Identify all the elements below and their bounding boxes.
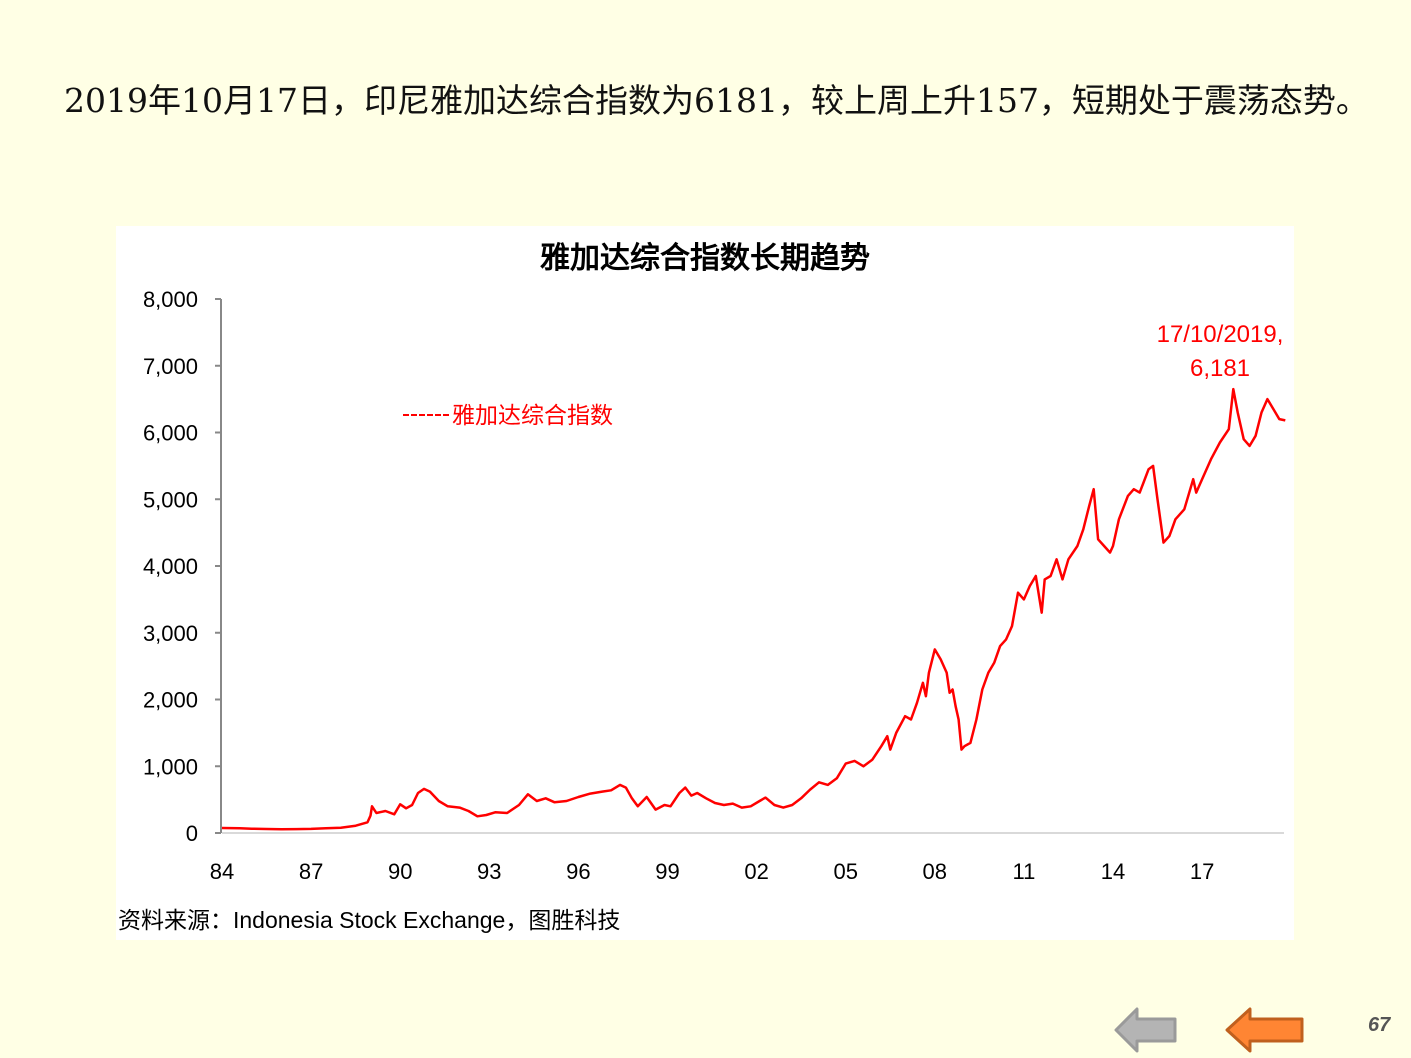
- y-tick-label: 5,000: [143, 487, 198, 512]
- series-layer: [221, 387, 1286, 831]
- x-tick-label: 99: [655, 859, 679, 884]
- x-tick-label: 90: [388, 859, 412, 884]
- x-tick-label: 84: [210, 859, 234, 884]
- left-arrow-icon: [1225, 1007, 1304, 1053]
- prev-arrow-orange-button[interactable]: [1224, 1006, 1306, 1054]
- y-tick-label: 6,000: [143, 421, 198, 446]
- x-tick-label: 93: [477, 859, 501, 884]
- prev-arrow-gray-button[interactable]: [1113, 1006, 1179, 1054]
- source-note: 资料来源：Indonesia Stock Exchange，图胜科技: [118, 907, 620, 933]
- page-number: 67: [1368, 1014, 1391, 1036]
- annotation-value: 6,181: [1190, 355, 1250, 382]
- chart-svg: 雅加达综合指数长期趋势 0 1,000 2,000 3,000 4,000 5,000 6,…: [118, 241, 1286, 933]
- chart-title: 雅加达综合指数长期趋势: [540, 241, 870, 276]
- x-tick-label: 14: [1101, 859, 1125, 884]
- x-tick-label: 08: [923, 859, 947, 884]
- legend-label: 雅加达综合指数: [452, 403, 613, 429]
- headline-text: 2019年10月17日，印尼雅加达综合指数为6181，较上周上升157，短期处于…: [64, 81, 1369, 120]
- series-line: [221, 387, 1286, 831]
- left-arrow-icon: [1114, 1007, 1177, 1053]
- y-tick-label: 0: [186, 821, 198, 846]
- x-tick-label: 96: [566, 859, 590, 884]
- y-tick-label: 8,000: [143, 287, 198, 312]
- x-tick-label: 17: [1190, 859, 1214, 884]
- annotation: 17/10/2019, 6,181: [1157, 321, 1284, 382]
- x-axis: 84 87 90 93 96 99 02 05 08 11 14 17: [210, 832, 1284, 884]
- x-tick-label: 05: [833, 859, 857, 884]
- y-tick-label: 2,000: [143, 688, 198, 713]
- x-tick-label: 11: [1012, 859, 1035, 884]
- legend: 雅加达综合指数: [403, 403, 613, 429]
- y-tick-label: 3,000: [143, 621, 198, 646]
- y-tick-label: 1,000: [143, 754, 198, 779]
- y-tick-label: 4,000: [143, 554, 198, 579]
- y-axis: 0 1,000 2,000 3,000 4,000 5,000 6,000 7,000 8,00…: [143, 287, 222, 846]
- annotation-date: 17/10/2019,: [1157, 321, 1284, 348]
- x-tick-label: 02: [744, 859, 768, 884]
- y-tick-label: 7,000: [143, 354, 198, 379]
- chart-container: 雅加达综合指数长期趋势 0 1,000 2,000 3,000 4,000 5,000 6,…: [116, 226, 1294, 940]
- x-tick-label: 87: [299, 859, 323, 884]
